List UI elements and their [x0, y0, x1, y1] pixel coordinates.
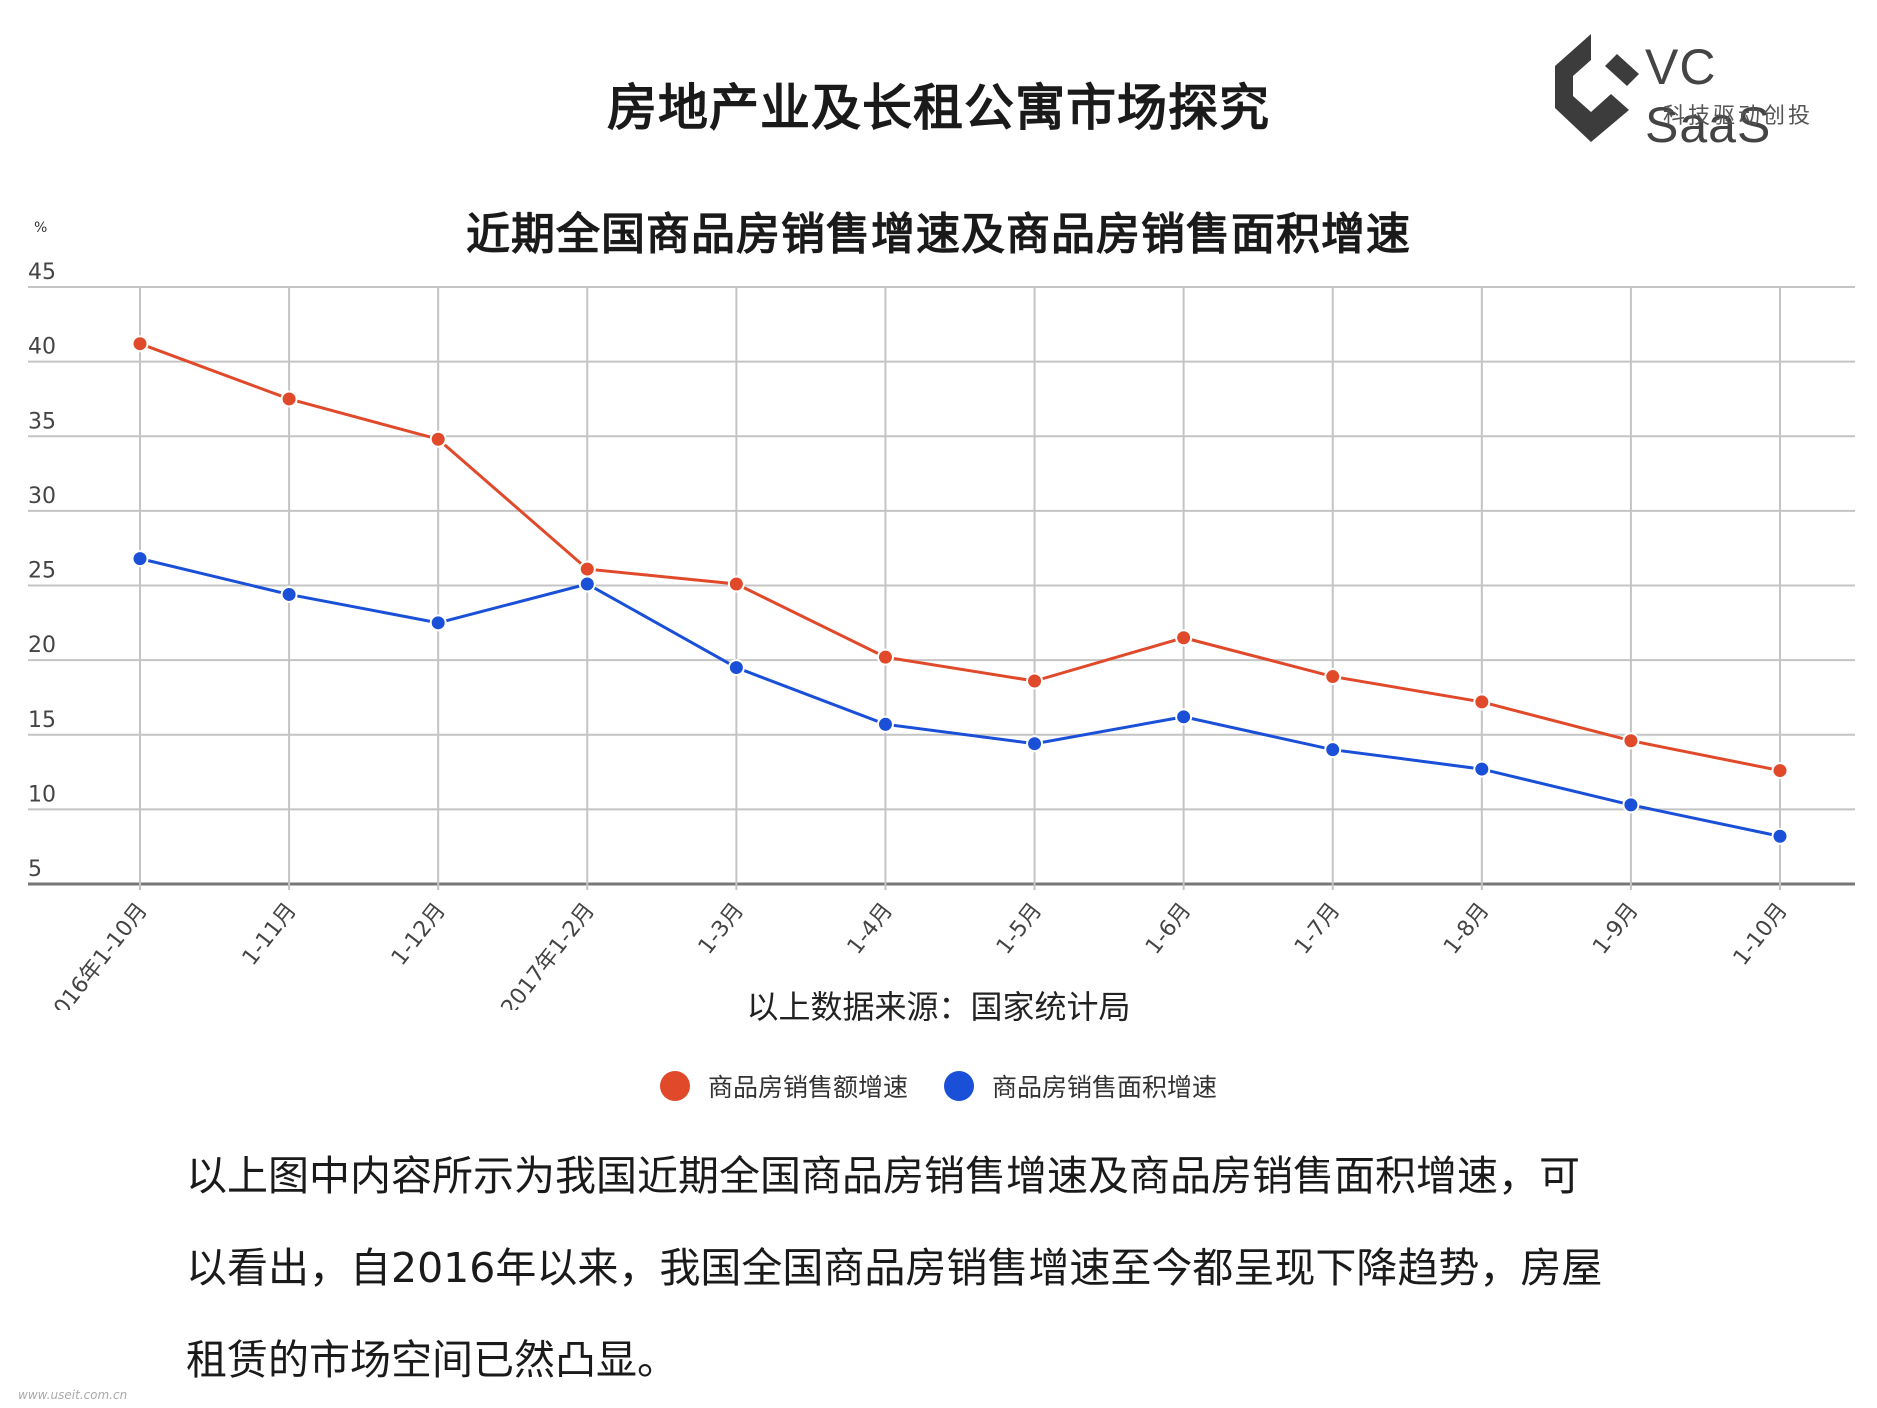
data-point	[727, 575, 745, 593]
page-title: 房地产业及长租公寓市场探究	[607, 79, 1270, 137]
data-point	[1622, 732, 1640, 750]
y-tick-label: 25	[28, 559, 56, 584]
legend-label: 商品房销售面积增速	[992, 1073, 1218, 1102]
chart-title: 近期全国商品房销售增速及商品房销售面积增速	[466, 209, 1411, 260]
legend-item-sales-area: 商品房销售面积增速	[944, 1068, 1217, 1104]
data-point	[131, 335, 149, 353]
series-line-0	[139, 342, 1781, 773]
data-point	[1473, 760, 1491, 778]
data-point	[280, 390, 298, 408]
legend-item-sales-value: 商品房销售额增速	[659, 1068, 908, 1104]
vc-saas-logo: VC SaaS 科技驱动创投	[1545, 30, 1845, 153]
data-point	[1324, 668, 1342, 686]
legend-swatch	[944, 1071, 974, 1101]
data-point	[876, 648, 894, 666]
x-tick-label: 1-7月	[1290, 898, 1345, 959]
y-tick-label: 30	[28, 484, 56, 509]
x-tick-label: 1-9月	[1588, 898, 1643, 959]
data-point	[131, 550, 149, 568]
description-paragraph: 以上图中内容所示为我国近期全国商品房销售增速及商品房销售面积增速，可 以看出，自…	[186, 1130, 1716, 1406]
logo-text: VC SaaS	[1645, 39, 1772, 153]
y-tick-label: 10	[28, 782, 56, 807]
y-tick-label: 45	[28, 260, 56, 285]
legend-label: 商品房销售额增速	[707, 1073, 908, 1102]
description-line: 以上图中内容所示为我国近期全国商品房销售增速及商品房销售面积增速，可	[186, 1152, 1580, 1200]
data-source: 以上数据来源：国家统计局	[746, 988, 1131, 1026]
y-tick-label: 20	[28, 633, 56, 658]
legend-swatch	[659, 1071, 690, 1101]
data-point	[429, 430, 447, 448]
logo-tagline: 科技驱动创投	[1663, 104, 1814, 129]
y-tick-label: 5	[28, 857, 42, 882]
description-line: 租赁的市场空间已然凸显。	[186, 1336, 678, 1384]
y-tick-label: 40	[28, 335, 56, 360]
data-point	[1175, 708, 1193, 726]
data-point	[876, 715, 894, 733]
data-point	[1026, 672, 1044, 690]
data-point	[727, 659, 745, 677]
y-tick-label: 15	[28, 708, 56, 733]
x-tick-label: 1-12月	[387, 898, 451, 970]
logo-mark-icon	[1555, 34, 1639, 142]
x-tick-label: 1-6月	[1141, 898, 1196, 959]
x-tick-label: 1-3月	[694, 898, 749, 959]
data-point	[1771, 762, 1789, 780]
y-axis-unit-label: %	[34, 220, 47, 236]
x-tick-label: 1-8月	[1439, 898, 1494, 959]
data-point	[1771, 827, 1789, 845]
data-point	[578, 560, 596, 578]
data-point	[1175, 629, 1193, 647]
watermark: www.useit.com.cn	[18, 1388, 128, 1402]
series-line-1	[139, 557, 1781, 838]
data-point	[1026, 735, 1044, 753]
data-point	[578, 575, 596, 593]
description-line: 以看出，自2016年以来，我国全国商品房销售增速至今都呈现下降趋势，房屋	[186, 1244, 1603, 1292]
data-point	[1473, 693, 1491, 711]
x-tick-label: 1-4月	[843, 898, 898, 959]
x-tick-label: 1-5月	[992, 898, 1047, 959]
data-point	[429, 614, 447, 632]
x-tick-label: 1-10月	[1729, 898, 1793, 970]
y-tick-label: 35	[28, 409, 56, 434]
data-point	[1324, 741, 1342, 759]
chart-legend: 商品房销售额增速 商品房销售面积增速	[0, 1068, 1877, 1104]
data-point	[280, 585, 298, 603]
data-point	[1622, 796, 1640, 814]
x-tick-label: 1-11月	[238, 898, 302, 970]
